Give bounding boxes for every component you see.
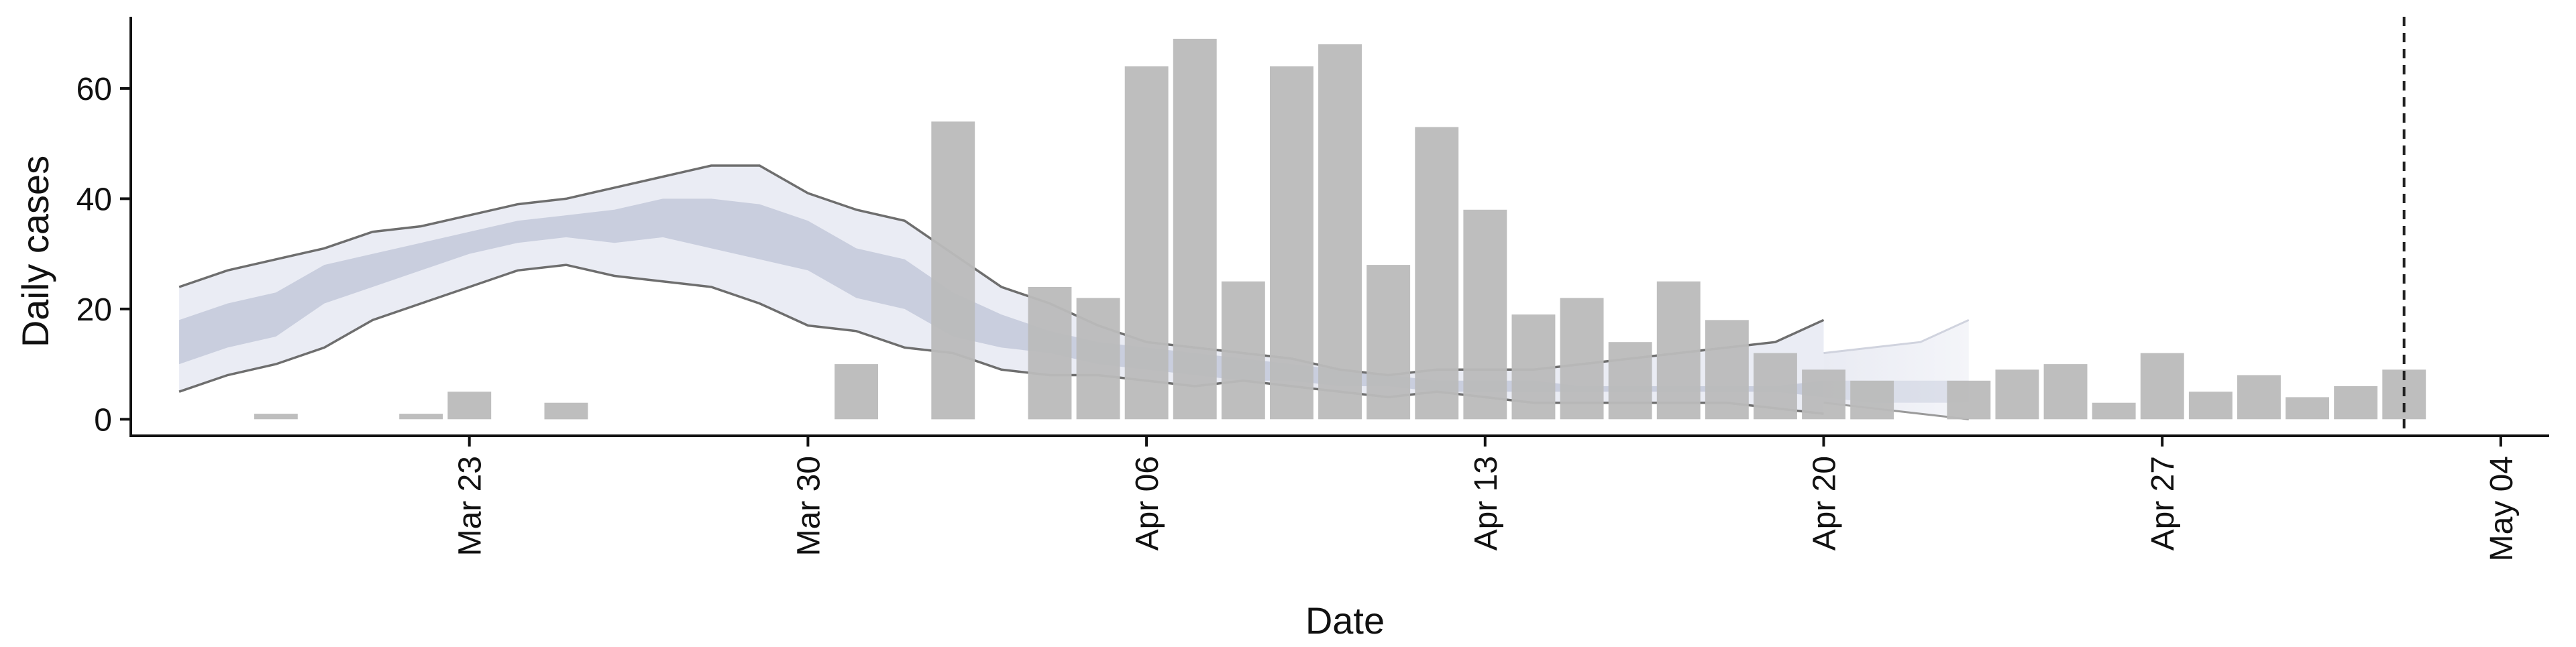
bar-2020-03-31 xyxy=(835,364,878,420)
x-tick-label-Apr 13: Apr 13 xyxy=(1468,456,1504,550)
bar-2020-04-30 xyxy=(2286,397,2329,420)
x-tick-label-Apr 06: Apr 06 xyxy=(1130,456,1165,550)
bar-2020-04-20 xyxy=(1802,369,1845,420)
bar-2020-04-04 xyxy=(1028,287,1072,420)
bar-2020-04-10 xyxy=(1318,44,1362,420)
bar-2020-04-27 xyxy=(2140,353,2184,420)
band-upper-line-tail xyxy=(1823,318,1970,355)
bar-2020-04-05 xyxy=(1076,298,1120,420)
bar-2020-04-06 xyxy=(1124,66,1169,420)
x-tick-label-Mar 23: Mar 23 xyxy=(453,456,488,556)
x-tick-label-Apr 27: Apr 27 xyxy=(2145,456,2181,550)
y-axis-title: Daily cases xyxy=(14,156,56,347)
bar-2020-04-07 xyxy=(1173,38,1217,420)
bar-2020-04-11 xyxy=(1366,265,1411,420)
bar-2020-04-29 xyxy=(2237,375,2281,420)
y-tick-label-60: 60 xyxy=(76,72,112,107)
bar-2020-03-22 xyxy=(399,414,443,420)
bar-2020-04-26 xyxy=(2092,402,2136,420)
bar-2020-04-13 xyxy=(1463,209,1507,420)
bar-2020-04-19 xyxy=(1754,353,1797,420)
bar-2020-04-09 xyxy=(1270,66,1313,420)
x-tick-label-Apr 20: Apr 20 xyxy=(1807,456,1843,550)
bar-2020-03-19 xyxy=(254,414,298,420)
bar-2020-04-15 xyxy=(1560,298,1604,420)
bar-2020-04-17 xyxy=(1656,281,1701,420)
bar-2020-04-28 xyxy=(2188,392,2233,420)
x-tick-label-May 04: May 04 xyxy=(2484,456,2520,561)
bar-2020-04-12 xyxy=(1415,127,1459,420)
x-axis-title: Date xyxy=(1305,599,1385,642)
bar-2020-04-02 xyxy=(931,121,975,420)
bar-2020-04-08 xyxy=(1221,281,1265,420)
bar-2020-05-01 xyxy=(2334,386,2378,420)
y-tick-label-20: 20 xyxy=(76,292,112,328)
bar-2020-04-18 xyxy=(1705,320,1749,420)
bar-2020-03-25 xyxy=(544,402,588,420)
bar-2020-04-24 xyxy=(1995,369,2039,420)
bar-2020-04-23 xyxy=(1947,380,1991,420)
y-tick-label-40: 40 xyxy=(76,182,112,217)
bar-2020-04-25 xyxy=(2043,364,2088,420)
x-tick-label-Mar 30: Mar 30 xyxy=(791,456,826,556)
y-tick-label-0: 0 xyxy=(94,402,112,438)
bar-2020-04-16 xyxy=(1608,342,1652,420)
bar-2020-04-14 xyxy=(1511,314,1556,420)
bar-2020-04-21 xyxy=(1850,380,1894,420)
bar-2020-03-23 xyxy=(447,392,492,420)
